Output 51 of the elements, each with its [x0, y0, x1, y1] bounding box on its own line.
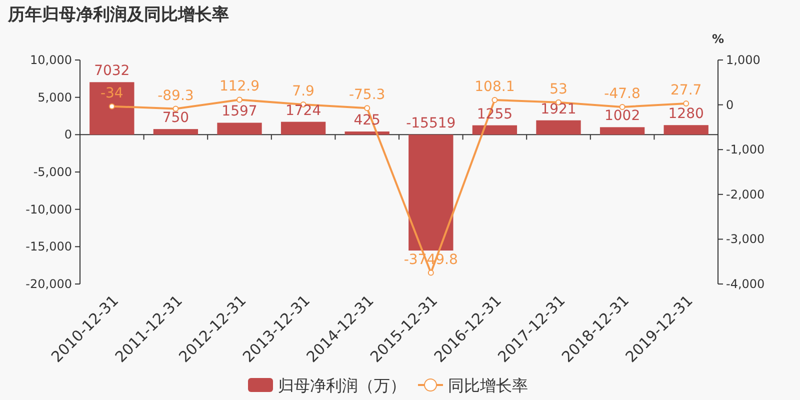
- bar: [664, 125, 708, 135]
- y2-tick-label: 0: [726, 98, 734, 112]
- data-label: 1597: [222, 104, 258, 120]
- y2-tick-label: -4,000: [726, 277, 765, 291]
- point: [492, 96, 498, 103]
- data-label: 1280: [668, 106, 704, 122]
- bar: [153, 129, 198, 135]
- point: [108, 103, 115, 110]
- data-label: -75.3: [348, 87, 386, 104]
- y2-tick-label: 1,000: [726, 53, 760, 67]
- y-tick-label: -20,000: [26, 277, 72, 291]
- point: [683, 100, 690, 107]
- y2-axis-title: %: [712, 32, 724, 46]
- y-tick-label: -10,000: [26, 202, 72, 216]
- data-label: 1921: [540, 101, 576, 118]
- data-label: -47.8: [604, 86, 640, 102]
- data-label: 53: [550, 81, 568, 98]
- bar: [217, 122, 262, 135]
- data-label: 7032: [94, 63, 130, 80]
- y2-tick-label: -3,000: [726, 232, 765, 246]
- data-label: 750: [162, 110, 190, 126]
- legend-label: 同比增长率: [448, 376, 528, 395]
- y2-tick-label: -1,000: [726, 142, 765, 157]
- point: [364, 105, 370, 112]
- data-label: 1002: [604, 108, 640, 124]
- bar: [472, 125, 518, 135]
- chart-title: 历年归母净利润及同比增长率: [7, 5, 229, 25]
- bar: [408, 134, 454, 251]
- bar: [90, 82, 134, 135]
- bar: [280, 122, 326, 135]
- data-label: 7.9: [292, 83, 314, 100]
- y-tick-label: -15,000: [26, 240, 72, 254]
- y-tick-label: 5,000: [38, 90, 72, 104]
- y-tick-label: 10,000: [30, 53, 72, 67]
- y2-tick-label: -2,000: [726, 187, 765, 202]
- point: [236, 96, 242, 103]
- point: [428, 270, 434, 276]
- data-label: -89.3: [158, 88, 194, 104]
- data-label: 112.9: [219, 78, 260, 95]
- data-label: 1724: [285, 102, 322, 119]
- bar: [600, 127, 645, 135]
- y-tick-label: -5,000: [33, 165, 72, 179]
- y-tick-label: 0: [64, 128, 72, 142]
- point: [172, 106, 179, 112]
- data-label: -15519: [406, 116, 456, 132]
- data-label: 27.7: [670, 82, 702, 99]
- data-label: -34: [100, 85, 124, 102]
- point: [619, 104, 626, 110]
- legend-label: 归母净利润（万）: [278, 376, 406, 395]
- bar: [536, 120, 581, 135]
- data-label: 108.1: [474, 78, 515, 95]
